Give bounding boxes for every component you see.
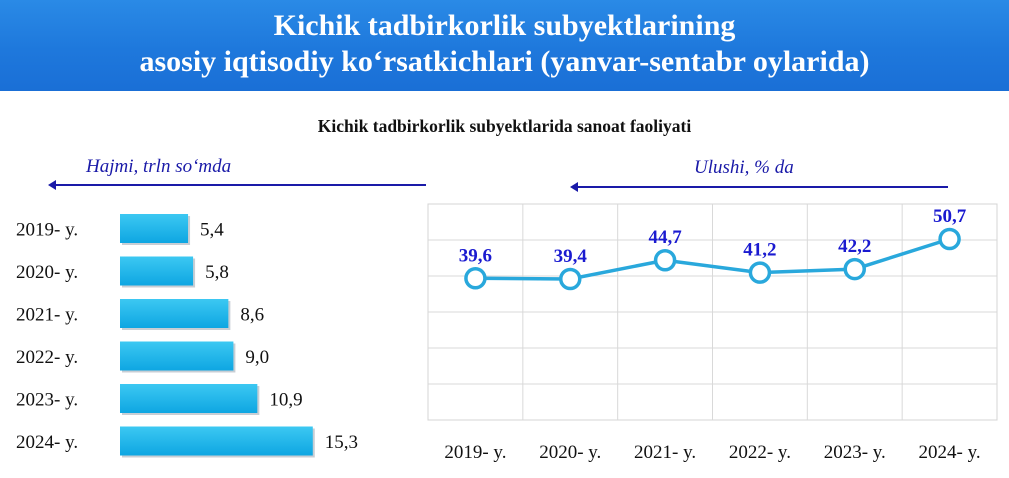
- share-arrow-line: [570, 182, 948, 192]
- bar: [120, 341, 234, 371]
- volume-arrow-line: [48, 180, 426, 190]
- share-value-label: 41,2: [743, 240, 776, 261]
- bar-value-label: 15,3: [325, 432, 358, 453]
- line-x-tick-label: 2024- y.: [919, 442, 981, 463]
- share-value-label: 50,7: [933, 206, 967, 227]
- share-point: [653, 248, 677, 272]
- share-point: [843, 257, 866, 281]
- line-x-tick-label: 2021- y.: [634, 442, 696, 463]
- bar: [120, 384, 258, 413]
- bar-category-label: 2020- y.: [16, 262, 78, 283]
- line-x-tick-label: 2022- y.: [729, 442, 791, 463]
- bar-value-label: 5,8: [205, 262, 229, 283]
- bar: [120, 256, 194, 286]
- share-point: [464, 267, 487, 290]
- bar-category-label: 2021- y.: [16, 305, 78, 326]
- share-value-label: 42,2: [838, 236, 871, 257]
- share-value-label: 44,7: [648, 227, 682, 248]
- bar-value-label: 5,4: [200, 220, 224, 241]
- title-banner: Kichik tadbirkorlik subyektlarining asos…: [0, 0, 1009, 91]
- chart-subtitle: Kichik tadbirkorlik subyektlarida sanoat…: [317, 116, 692, 136]
- volume-unit-label: Hajmi, trln so‘mda: [86, 156, 232, 177]
- bar-category-label: 2019- y.: [16, 220, 78, 241]
- bar-value-label: 8,6: [240, 305, 264, 326]
- bar: [120, 426, 313, 456]
- bar-category-label: 2022- y.: [16, 347, 78, 368]
- line-x-tick-label: 2019- y.: [444, 442, 506, 463]
- bar-value-label: 10,9: [269, 390, 302, 411]
- share-series-line: [475, 237, 951, 281]
- bar-category-label: 2023- y.: [16, 390, 78, 411]
- share-value-label: 39,6: [459, 245, 492, 266]
- share-value-label: 39,4: [554, 246, 588, 267]
- bar: [120, 299, 229, 328]
- title-line-2: asosiy iqtisodiy ko‘rsatkichlari (yanvar…: [139, 45, 870, 78]
- line-x-tick-label: 2023- y.: [824, 442, 886, 463]
- title-line-1: Kichik tadbirkorlik subyektlarining: [273, 9, 736, 42]
- bar-category-label: 2024- y.: [16, 432, 78, 453]
- share-point: [748, 261, 772, 284]
- bar: [120, 214, 189, 243]
- share-unit-label: Ulushi, % da: [694, 157, 794, 178]
- share-point: [559, 267, 582, 291]
- bar-value-label: 9,0: [245, 347, 269, 368]
- line-x-tick-label: 2020- y.: [539, 442, 601, 463]
- share-point: [938, 227, 961, 251]
